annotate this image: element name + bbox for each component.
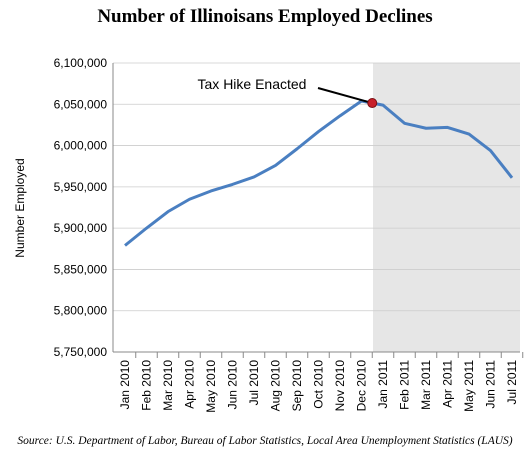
x-tick-label: Feb 2010 — [140, 360, 154, 411]
x-tick-label: Oct 2010 — [312, 360, 326, 409]
series-line — [124, 99, 514, 247]
x-tick-label: Sep 2010 — [290, 360, 304, 412]
x-tick-label: Apr 2010 — [183, 360, 197, 409]
y-tick-label: 6,100,000 — [54, 56, 108, 70]
x-tick-label: Apr 2011 — [441, 360, 455, 408]
y-tick-label: 5,750,000 — [54, 345, 108, 359]
annotation-arrow — [317, 87, 373, 105]
x-tick-label: Jul 2010 — [247, 360, 261, 406]
y-tick-label: 5,850,000 — [54, 262, 108, 276]
x-tick-label: Jun 2011 — [484, 360, 498, 409]
x-tick-label: Mar 2010 — [161, 360, 175, 411]
y-tick-label: 5,950,000 — [54, 180, 108, 194]
annotation: Tax Hike Enacted — [198, 76, 307, 92]
x-tick-label: May 2010 — [204, 360, 218, 413]
x-tick-label: Jun 2010 — [226, 360, 240, 410]
x-tick-label: Mar 2011 — [419, 360, 433, 410]
x-tick-label: Jan 2010 — [118, 360, 132, 410]
x-tick-label: Aug 2010 — [269, 360, 283, 412]
annotation-dot — [367, 98, 378, 109]
y-tick-label: 5,800,000 — [54, 304, 108, 318]
x-tick-label: May 2011 — [462, 360, 476, 412]
x-tick-label: Dec 2010 — [355, 360, 369, 412]
x-tick-label: Jan 2011 — [376, 360, 390, 409]
y-axis-label: Number Employed — [13, 158, 27, 257]
x-tick-label: Feb 2011 — [398, 360, 412, 410]
y-tick-label: 5,900,000 — [54, 221, 108, 235]
chart-title: Number of Illinoisans Employed Declines — [97, 6, 432, 27]
y-tick-label: 6,000,000 — [54, 139, 108, 153]
x-tick-label: Nov 2010 — [333, 360, 347, 412]
x-tick-label: Jul 2011 — [505, 360, 519, 405]
y-tick-label: 6,050,000 — [54, 97, 108, 111]
post-tax-shade — [373, 63, 520, 352]
source: Source: U.S. Department of Labor, Bureau… — [17, 435, 512, 447]
